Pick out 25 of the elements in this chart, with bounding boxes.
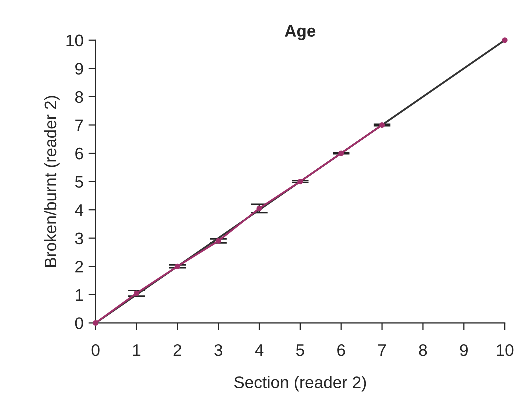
y-tick-label: 8 xyxy=(75,91,84,104)
chart-title: Age xyxy=(285,25,316,40)
x-tick-label: 2 xyxy=(174,344,182,356)
y-axis-title: Broken/burnt (reader 2) xyxy=(44,96,60,268)
x-tick-label: 5 xyxy=(296,344,304,356)
x-tick-label: 4 xyxy=(255,344,264,356)
x-tick-label: 6 xyxy=(338,344,346,356)
x-tick-label: 1 xyxy=(133,344,141,356)
x-tick-label: 8 xyxy=(419,344,428,356)
x-tick-label: 0 xyxy=(92,344,100,356)
x-tick-label: 7 xyxy=(378,344,386,356)
x-tick-label: 9 xyxy=(460,344,468,356)
y-tick-label: 1 xyxy=(76,289,84,301)
y-tick-label: 10 xyxy=(66,34,84,47)
x-tick-label: 10 xyxy=(497,344,514,356)
y-tick-label: 6 xyxy=(76,148,84,160)
y-tick-label: 5 xyxy=(75,176,84,188)
y-tick-label: 4 xyxy=(75,204,84,216)
y-tick-label: 9 xyxy=(76,63,84,75)
y-tick-label: 3 xyxy=(75,232,84,245)
y-tick-label: 0 xyxy=(75,318,84,330)
x-tick-label: 3 xyxy=(214,344,222,356)
x-axis-title: Section (reader 2) xyxy=(234,376,366,392)
y-tick-label: 7 xyxy=(76,120,84,132)
y-tick-label: 2 xyxy=(76,261,84,273)
